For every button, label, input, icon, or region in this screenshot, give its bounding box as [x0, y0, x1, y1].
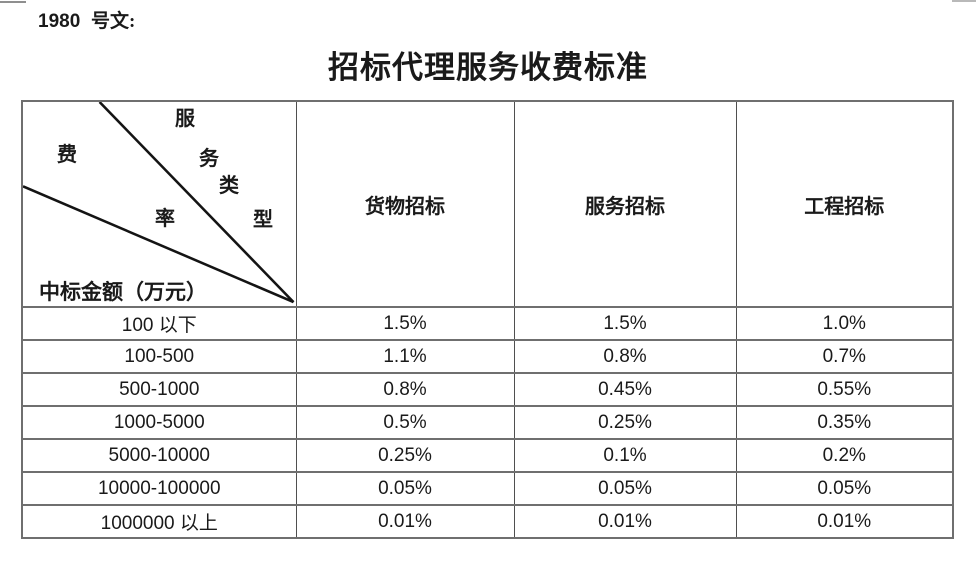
- amount-range-cell: 100-500: [21, 339, 297, 374]
- corner-service-type-char: 类: [219, 175, 239, 197]
- rate-cell: 0.8%: [513, 339, 737, 374]
- table-row: 1000000 以上 0.01% 0.01% 0.01%: [21, 504, 954, 539]
- rate-cell: 0.05%: [295, 471, 515, 506]
- corner-service-type-char: 务: [199, 148, 219, 170]
- corner-cell: 服 务 类 型 费 率 中标金额（万元）: [21, 100, 297, 308]
- rate-cell: 0.45%: [513, 372, 737, 407]
- rate-cell: 0.5%: [295, 405, 515, 440]
- table-row: 5000-10000 0.25% 0.1% 0.2%: [21, 438, 954, 473]
- amount-range-cell: 5000-10000: [21, 438, 297, 473]
- table-row: 10000-100000 0.05% 0.05% 0.05%: [21, 471, 954, 506]
- amount-range-cell: 10000-100000: [21, 471, 297, 506]
- table-row: 500-1000 0.8% 0.45% 0.55%: [21, 372, 954, 407]
- amount-range-cell: 500-1000: [21, 372, 297, 407]
- rate-cell: 1.1%: [295, 339, 515, 374]
- amount-range-cell: 1000-5000: [21, 405, 297, 440]
- table-row: 1000-5000 0.5% 0.25% 0.35%: [21, 405, 954, 440]
- diagonal-split-lines: [23, 102, 295, 304]
- rate-cell: 0.05%: [513, 471, 737, 506]
- page-edge-artifact-right: [952, 0, 976, 2]
- corner-service-type-char: 服: [175, 108, 195, 130]
- rate-cell: 0.01%: [295, 504, 515, 539]
- table-row: 100 以下 1.5% 1.5% 1.0%: [21, 306, 954, 341]
- rate-cell: 0.35%: [735, 405, 954, 440]
- column-header-service: 服务招标: [513, 100, 737, 308]
- column-header-goods: 货物招标: [295, 100, 515, 308]
- amount-range-cell: 1000000 以上: [21, 504, 297, 539]
- corner-fee-rate-char: 费: [57, 144, 77, 166]
- amount-range-cell: 100 以下: [21, 306, 297, 341]
- doc-number-value: 1980: [38, 11, 81, 32]
- rate-cell: 0.7%: [735, 339, 954, 374]
- corner-amount-label: 中标金额（万元）: [39, 280, 207, 304]
- rate-cell: 0.55%: [735, 372, 954, 407]
- rate-cell: 1.5%: [295, 306, 515, 341]
- fee-standard-table: 服 务 类 型 费 率 中标金额（万元） 货物招标 服务招标 工程招标 100 …: [21, 100, 954, 539]
- rate-cell: 1.0%: [735, 306, 954, 341]
- rate-cell: 0.2%: [735, 438, 954, 473]
- column-header-works: 工程招标: [735, 100, 954, 308]
- table-row: 100-500 1.1% 0.8% 0.7%: [21, 339, 954, 374]
- rate-cell: 0.01%: [735, 504, 954, 539]
- page-title: 招标代理服务收费标准: [328, 50, 648, 85]
- corner-service-type-char: 型: [253, 209, 273, 231]
- rate-cell: 0.8%: [295, 372, 515, 407]
- rate-cell: 0.25%: [513, 405, 737, 440]
- rate-cell: 1.5%: [513, 306, 737, 341]
- table-header-row: 服 务 类 型 费 率 中标金额（万元） 货物招标 服务招标 工程招标: [21, 100, 954, 308]
- corner-fee-rate-char: 率: [155, 208, 175, 230]
- rate-cell: 0.25%: [295, 438, 515, 473]
- rate-cell: 0.1%: [513, 438, 737, 473]
- page-edge-artifact-left: [0, 1, 26, 3]
- rate-cell: 0.05%: [735, 471, 954, 506]
- doc-number: 1980 号文:: [38, 6, 135, 33]
- rate-cell: 0.01%: [513, 504, 737, 539]
- doc-number-label: 号文:: [91, 11, 136, 32]
